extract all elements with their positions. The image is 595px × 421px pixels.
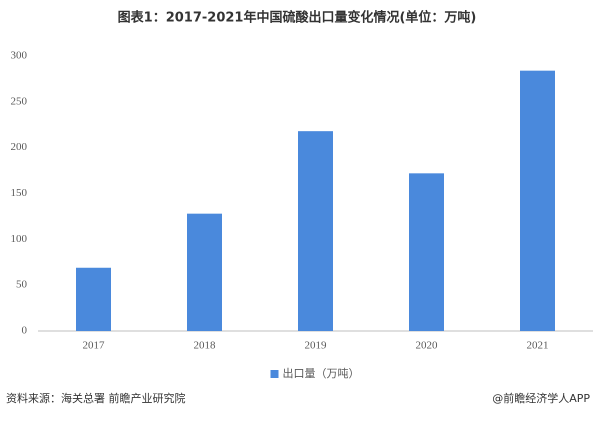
y-tick-label: 250 — [11, 95, 28, 107]
x-tick-label: 2021 — [527, 340, 549, 352]
chart-title: 图表1：2017-2021年中国硫酸出口量变化情况(单位：万吨) — [118, 10, 477, 26]
y-tick-label: 300 — [11, 50, 28, 62]
bar — [409, 173, 444, 331]
y-tick-label: 150 — [11, 187, 28, 199]
x-tick-label: 2019 — [305, 340, 328, 352]
y-tick-label: 200 — [11, 141, 28, 153]
bar — [520, 70, 555, 332]
x-tick-label: 2020 — [416, 340, 439, 352]
bar — [298, 131, 333, 331]
x-tick-label: 2017 — [83, 340, 106, 352]
legend-swatch — [270, 370, 279, 378]
y-tick-label: 50 — [16, 279, 28, 291]
y-tick-label: 0 — [22, 325, 28, 337]
credit: @前瞻经济学人APP — [492, 391, 590, 405]
bar — [76, 267, 111, 331]
bar — [187, 213, 222, 331]
legend-label: 出口量（万吨） — [283, 366, 360, 380]
y-tick-label: 100 — [11, 233, 28, 245]
source-note: 资料来源：海关总署 前瞻产业研究院 — [6, 391, 186, 405]
x-tick-label: 2018 — [194, 340, 217, 352]
